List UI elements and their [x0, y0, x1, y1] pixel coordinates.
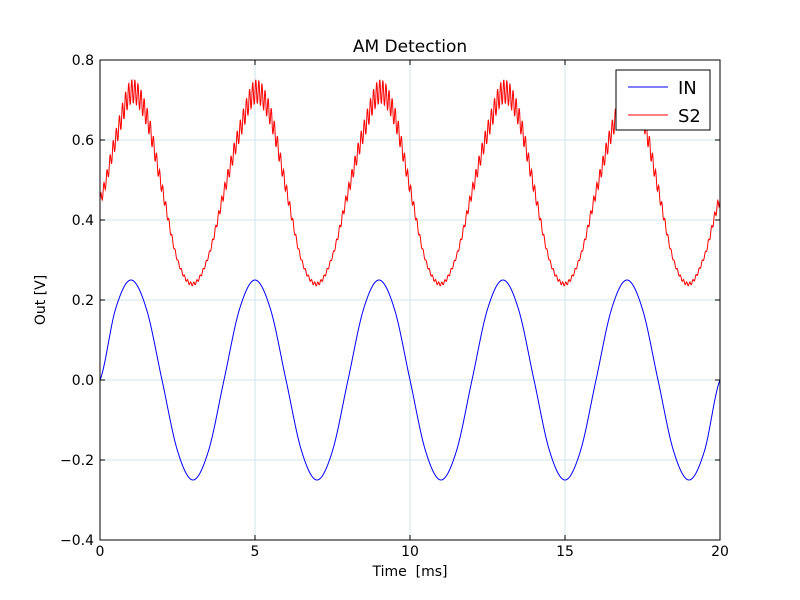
y-tick-label-1: −0.2 — [60, 453, 94, 469]
x-tick-label-3: 15 — [556, 544, 574, 560]
legend-label-in: IN — [678, 78, 697, 99]
x-tick-label-1: 5 — [251, 544, 260, 560]
x-axis-title: Time [ms] — [371, 564, 447, 580]
y-tick-label-0: −0.4 — [60, 533, 94, 549]
y-tick-label-5: 0.6 — [72, 133, 94, 149]
y-tick-label-3: 0.2 — [72, 293, 94, 309]
x-tick-label-2: 10 — [401, 544, 419, 560]
y-tick-label-4: 0.4 — [72, 213, 94, 229]
x-tick-label-4: 20 — [711, 544, 729, 560]
y-tick-label-6: 0.8 — [72, 53, 94, 69]
grid — [100, 60, 720, 540]
y-tick-label-2: 0.0 — [72, 373, 94, 389]
legend-label-s2: S2 — [678, 106, 701, 127]
x-tick-label-0: 0 — [96, 544, 105, 560]
legend: IN S2 — [615, 69, 711, 131]
chart-title: AM Detection — [353, 37, 467, 57]
ticks: 0 5 10 15 20 −0.4 −0.2 0.0 0.2 0.4 0.6 0.8 — [60, 53, 729, 560]
series-line-in — [100, 279, 720, 481]
legend-box — [615, 69, 711, 131]
y-axis-title: Out [V] — [33, 275, 49, 325]
